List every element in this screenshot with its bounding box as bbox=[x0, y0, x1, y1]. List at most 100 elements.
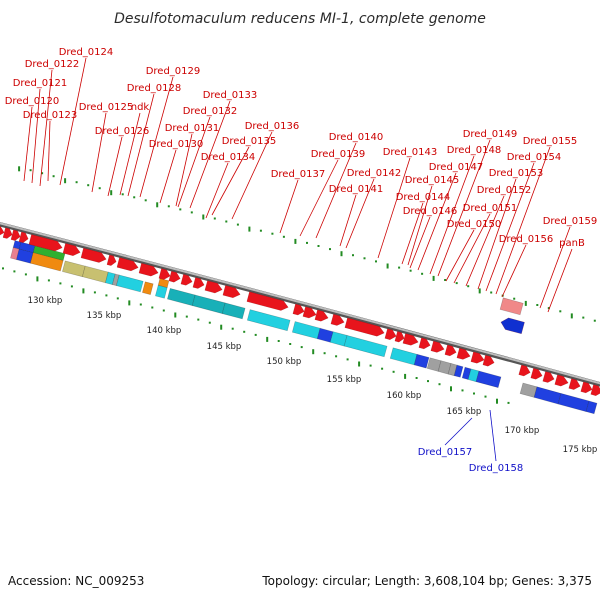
leader-line bbox=[409, 216, 431, 269]
forward-gene-arrow bbox=[444, 344, 457, 357]
outer-tick-dot bbox=[2, 267, 4, 270]
leader-line bbox=[47, 120, 51, 182]
leader-line bbox=[231, 131, 273, 220]
outer-tick-dot bbox=[36, 276, 39, 282]
outer-tick-dot bbox=[404, 373, 407, 379]
inner-tick-dot bbox=[467, 285, 470, 288]
gene-label-dred_0142: Dred_0142 bbox=[347, 168, 402, 179]
outer-tick-dot bbox=[312, 349, 315, 355]
outer-tick-dot bbox=[277, 340, 280, 342]
gene-label-dred_0124: Dred_0124 bbox=[59, 47, 114, 58]
outer-tick-dot bbox=[151, 306, 154, 309]
leader-line bbox=[177, 116, 211, 208]
forward-gene-arrow bbox=[158, 268, 171, 280]
forward-gene-arrow bbox=[430, 340, 445, 353]
leader-line bbox=[211, 146, 250, 216]
forward-gene-arrow bbox=[518, 364, 531, 377]
reverse-gene-arrow bbox=[500, 317, 525, 335]
cog-block bbox=[246, 309, 291, 332]
cog-block bbox=[533, 386, 562, 405]
inner-tick-dot bbox=[236, 223, 239, 226]
inner-tick-dot bbox=[271, 232, 274, 235]
gene-label-dred_0151: Dred_0151 bbox=[463, 203, 518, 214]
leader-line bbox=[205, 162, 229, 219]
forward-gene-arrow bbox=[554, 374, 569, 387]
forward-gene-arrow bbox=[292, 303, 305, 316]
forward-gene-arrow bbox=[204, 280, 223, 294]
forward-gene-arrow bbox=[28, 234, 63, 252]
leader-line bbox=[299, 159, 339, 237]
cog-block bbox=[585, 400, 598, 415]
gene-label-dred_0128: Dred_0128 bbox=[127, 83, 182, 94]
outer-tick-dot bbox=[47, 279, 50, 282]
outer-tick-dot bbox=[323, 352, 326, 355]
outer-tick-dot bbox=[128, 300, 131, 306]
tick-dot-rings bbox=[2, 166, 596, 404]
inner-tick-dot bbox=[352, 254, 354, 257]
inner-tick-dot bbox=[409, 269, 412, 272]
forward-gene-arrow bbox=[168, 270, 181, 283]
forward-gene-arrow bbox=[590, 384, 600, 396]
inner-tick-dot bbox=[282, 235, 285, 238]
gene-label-dred_0141: Dred_0141 bbox=[329, 184, 384, 195]
inner-tick-dot bbox=[559, 310, 562, 313]
leader-line bbox=[159, 149, 177, 204]
inner-tick-dot bbox=[375, 260, 377, 263]
forward-gene-arrow bbox=[580, 381, 593, 394]
cog-block bbox=[191, 294, 226, 314]
map-title: Desulfotomaculum reducens MI-1, complete… bbox=[114, 11, 486, 27]
gene-label-dred_0153: Dred_0153 bbox=[489, 168, 544, 179]
inner-tick-dot bbox=[29, 169, 32, 172]
forward-gene-arrow bbox=[302, 306, 317, 319]
outer-tick-dot bbox=[208, 321, 211, 324]
inner-tick-dot bbox=[536, 304, 539, 306]
inner-tick-dot bbox=[64, 178, 67, 184]
cog-block bbox=[157, 278, 170, 288]
outer-tick-dot bbox=[162, 309, 165, 312]
gene-label-dred_0130: Dred_0130 bbox=[149, 139, 204, 150]
outer-tick-dot bbox=[59, 282, 62, 285]
inner-tick-dot bbox=[121, 193, 124, 196]
cog-block bbox=[116, 274, 144, 293]
gene-label-dred_0159: Dred_0159 bbox=[543, 216, 598, 227]
leader-line bbox=[377, 157, 411, 259]
outer-tick-dot bbox=[484, 395, 487, 398]
leader-line bbox=[485, 162, 535, 292]
inner-tick-dot bbox=[167, 205, 170, 208]
forward-gene-arrow bbox=[80, 247, 107, 263]
outer-tick-dot bbox=[427, 380, 429, 383]
forward-gene-arrow bbox=[246, 291, 289, 311]
outer-tick-dot bbox=[335, 355, 338, 358]
inner-tick-dot bbox=[75, 181, 78, 184]
outer-tick-dot bbox=[473, 392, 475, 395]
scale-label: 155 kbp bbox=[327, 375, 362, 385]
gene-label-dred_0152: Dred_0152 bbox=[477, 185, 532, 196]
forward-gene-arrow bbox=[10, 229, 21, 241]
gene-label-dred_0121: Dred_0121 bbox=[13, 78, 68, 89]
inner-tick-dot bbox=[87, 184, 90, 187]
forward-gene-arrow bbox=[138, 262, 159, 277]
leader-line bbox=[23, 106, 33, 182]
forward-gene-arrow bbox=[192, 277, 205, 289]
scale-label: 170 kbp bbox=[505, 426, 540, 436]
cog-block bbox=[475, 370, 502, 388]
outer-tick-dot bbox=[369, 364, 372, 367]
inner-tick-dot bbox=[444, 279, 447, 281]
reverse-gene-track bbox=[499, 297, 525, 335]
gene-label-dred_0143: Dred_0143 bbox=[383, 147, 438, 158]
outer-tick-dot bbox=[243, 330, 246, 333]
gene-label-dred_0150: Dred_0150 bbox=[447, 219, 502, 230]
cog-block bbox=[343, 335, 388, 358]
accession-text: Accession: NC_009253 bbox=[8, 574, 144, 588]
cog-block bbox=[62, 260, 86, 278]
inner-tick-dot bbox=[398, 266, 401, 269]
leader-line bbox=[315, 142, 357, 239]
forward-gene-arrow bbox=[116, 257, 139, 272]
leader-line bbox=[345, 178, 375, 249]
leader-line bbox=[489, 409, 497, 462]
leader-line bbox=[444, 417, 473, 446]
scale-label: 145 kbp bbox=[207, 342, 242, 352]
gene-label-dred_0139: Dred_0139 bbox=[311, 149, 366, 160]
inner-tick-dot bbox=[98, 187, 101, 190]
forward-gene-arrow bbox=[384, 328, 397, 340]
